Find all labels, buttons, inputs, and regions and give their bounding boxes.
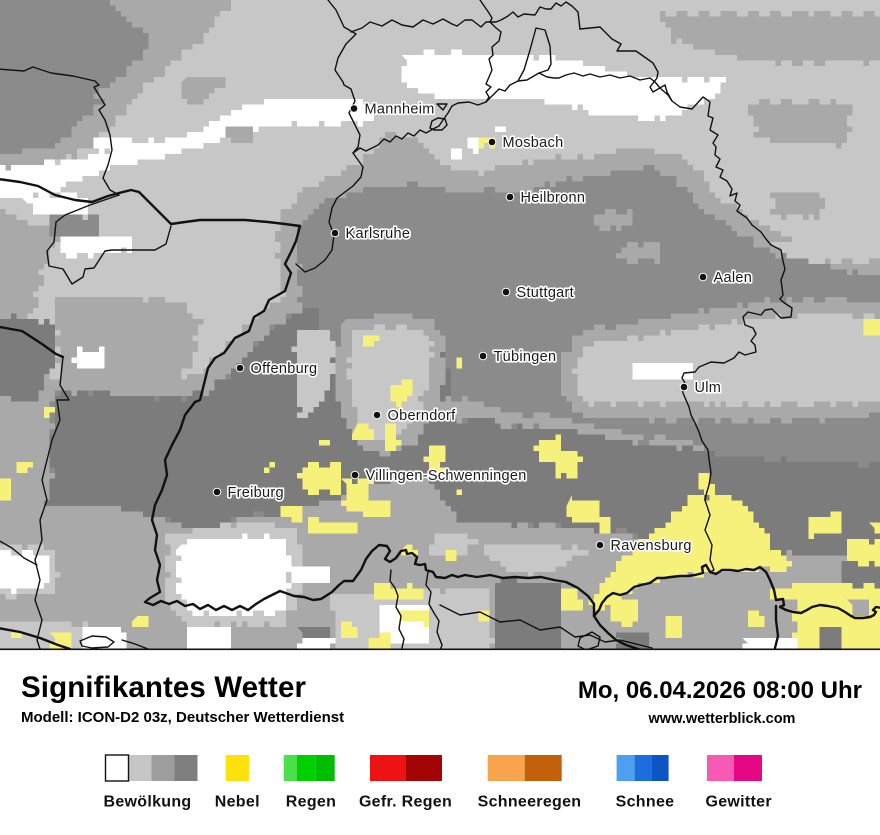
svg-text:Villingen-Schwenningen: Villingen-Schwenningen bbox=[366, 468, 527, 484]
svg-text:Gewitter: Gewitter bbox=[705, 794, 771, 811]
svg-text:Schneeregen: Schneeregen bbox=[478, 794, 582, 811]
svg-text:Ulm: Ulm bbox=[695, 380, 722, 396]
svg-text:Aalen: Aalen bbox=[714, 270, 753, 286]
svg-text:Mannheim: Mannheim bbox=[365, 102, 435, 118]
svg-text:Mosbach: Mosbach bbox=[503, 135, 564, 151]
svg-text:Heilbronn: Heilbronn bbox=[521, 190, 586, 206]
svg-text:Schnee: Schnee bbox=[616, 794, 675, 811]
svg-text:Oberndorf: Oberndorf bbox=[388, 408, 457, 424]
svg-text:Bewölkung: Bewölkung bbox=[103, 794, 191, 811]
svg-text:Ravensburg: Ravensburg bbox=[611, 538, 692, 554]
svg-text:Karlsruhe: Karlsruhe bbox=[346, 226, 411, 242]
svg-text:Offenburg: Offenburg bbox=[251, 361, 318, 377]
svg-text:Freiburg: Freiburg bbox=[228, 485, 284, 501]
svg-text:Nebel: Nebel bbox=[215, 794, 260, 811]
svg-text:Gefr. Regen: Gefr. Regen bbox=[359, 794, 452, 811]
svg-text:Regen: Regen bbox=[286, 794, 336, 811]
svg-text:Stuttgart: Stuttgart bbox=[517, 285, 575, 301]
svg-text:Tübingen: Tübingen bbox=[494, 349, 557, 365]
